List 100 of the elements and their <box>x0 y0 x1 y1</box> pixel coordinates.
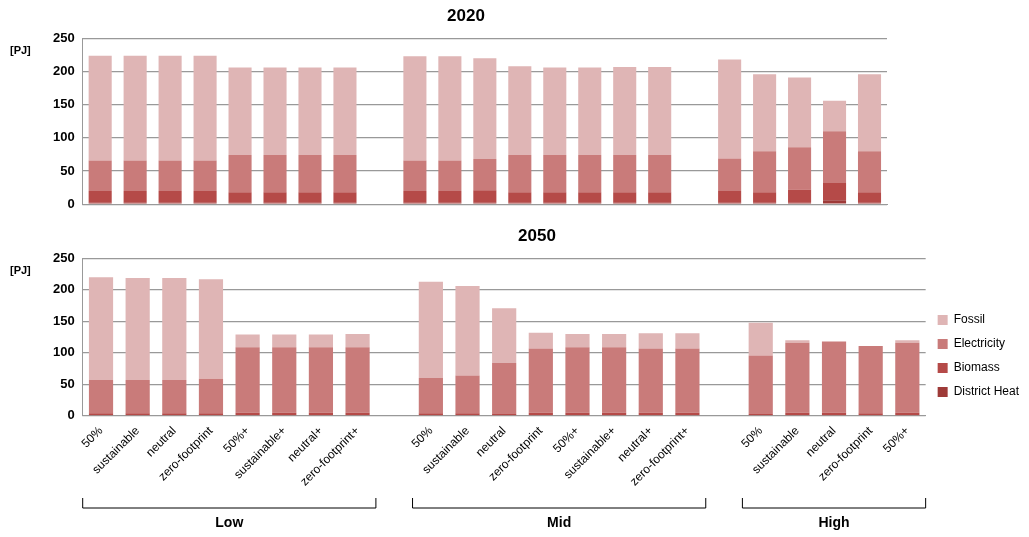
bar <box>528 332 553 349</box>
chart-title: 2050 <box>518 225 556 245</box>
bar <box>788 77 812 148</box>
bar <box>125 379 150 414</box>
bar <box>648 66 672 156</box>
bar <box>675 348 700 413</box>
bar <box>638 333 663 349</box>
legend-label: District Heat <box>953 384 1020 399</box>
bar <box>123 55 147 161</box>
bar <box>492 308 517 363</box>
y-tick-label: 100 <box>52 129 75 145</box>
bar <box>895 342 920 413</box>
bar <box>403 56 427 161</box>
bar <box>821 341 847 413</box>
bar <box>162 379 187 414</box>
bar <box>748 355 773 414</box>
y-tick-label: 0 <box>67 407 75 423</box>
bar <box>162 277 187 380</box>
bar <box>198 279 224 379</box>
bar <box>158 190 182 203</box>
bar <box>788 147 812 190</box>
bar <box>272 347 297 413</box>
bar <box>193 55 217 161</box>
bar <box>788 189 812 203</box>
y-tick-label: 0 <box>67 195 75 211</box>
bar <box>308 347 334 413</box>
y-tick-label: 50 <box>60 162 75 178</box>
bar <box>438 160 462 191</box>
bar <box>613 155 637 193</box>
bar <box>158 55 182 161</box>
bar <box>473 58 497 160</box>
bar <box>125 277 150 380</box>
bar <box>858 345 883 414</box>
bar <box>823 100 847 132</box>
bar <box>438 190 462 203</box>
bar <box>785 342 810 413</box>
y-tick-label: 200 <box>52 281 75 297</box>
bar <box>473 190 497 203</box>
bar <box>193 160 217 191</box>
bar <box>857 151 882 193</box>
bar <box>438 56 462 161</box>
y-axis-title: [PJ] <box>10 264 32 277</box>
bar <box>88 379 114 414</box>
bar <box>602 347 627 413</box>
bar <box>578 155 602 193</box>
bar <box>753 151 777 193</box>
bar <box>895 340 920 343</box>
bar <box>528 348 553 413</box>
bar <box>508 155 532 193</box>
bar <box>648 192 672 203</box>
bar <box>823 131 847 183</box>
bar <box>753 74 777 152</box>
y-tick-label: 250 <box>52 249 75 265</box>
bar <box>228 192 252 203</box>
legend-label: Biomass <box>953 360 1000 375</box>
bar <box>228 155 252 193</box>
y-tick-label: 150 <box>52 96 75 112</box>
bar <box>543 155 567 193</box>
text: High <box>818 513 850 530</box>
y-tick-label: 250 <box>52 29 75 45</box>
bar <box>753 192 777 203</box>
bar <box>455 286 480 376</box>
bar <box>333 67 357 156</box>
bar <box>857 192 882 203</box>
bar <box>602 333 627 348</box>
bar <box>198 378 224 414</box>
bar <box>123 160 147 191</box>
bar <box>578 192 602 203</box>
bar <box>492 362 517 414</box>
bar <box>263 155 287 193</box>
bar <box>298 155 322 193</box>
bar <box>403 190 427 203</box>
y-tick-label: 50 <box>60 375 75 391</box>
bar <box>823 200 847 204</box>
bar <box>718 190 742 203</box>
bar <box>718 158 742 191</box>
bar <box>333 155 357 193</box>
text: Mid <box>547 513 572 530</box>
legend-label: Electricity <box>953 336 1005 351</box>
chart-title: 2020 <box>447 5 485 25</box>
bar <box>123 190 147 203</box>
bar <box>158 160 182 191</box>
bar <box>638 348 663 413</box>
bar <box>718 59 742 159</box>
bar <box>823 182 847 201</box>
bar <box>455 375 480 414</box>
text: Low <box>215 513 244 530</box>
bar <box>298 67 322 156</box>
bar <box>578 67 602 156</box>
bar <box>565 347 590 413</box>
bar <box>613 66 637 156</box>
bar <box>565 333 590 348</box>
bar <box>88 277 114 380</box>
bar <box>345 333 370 348</box>
bar <box>613 192 637 203</box>
y-tick-label: 100 <box>52 344 75 360</box>
bar <box>235 347 260 413</box>
bar <box>193 190 217 203</box>
bar <box>675 333 700 349</box>
bar <box>508 192 532 203</box>
